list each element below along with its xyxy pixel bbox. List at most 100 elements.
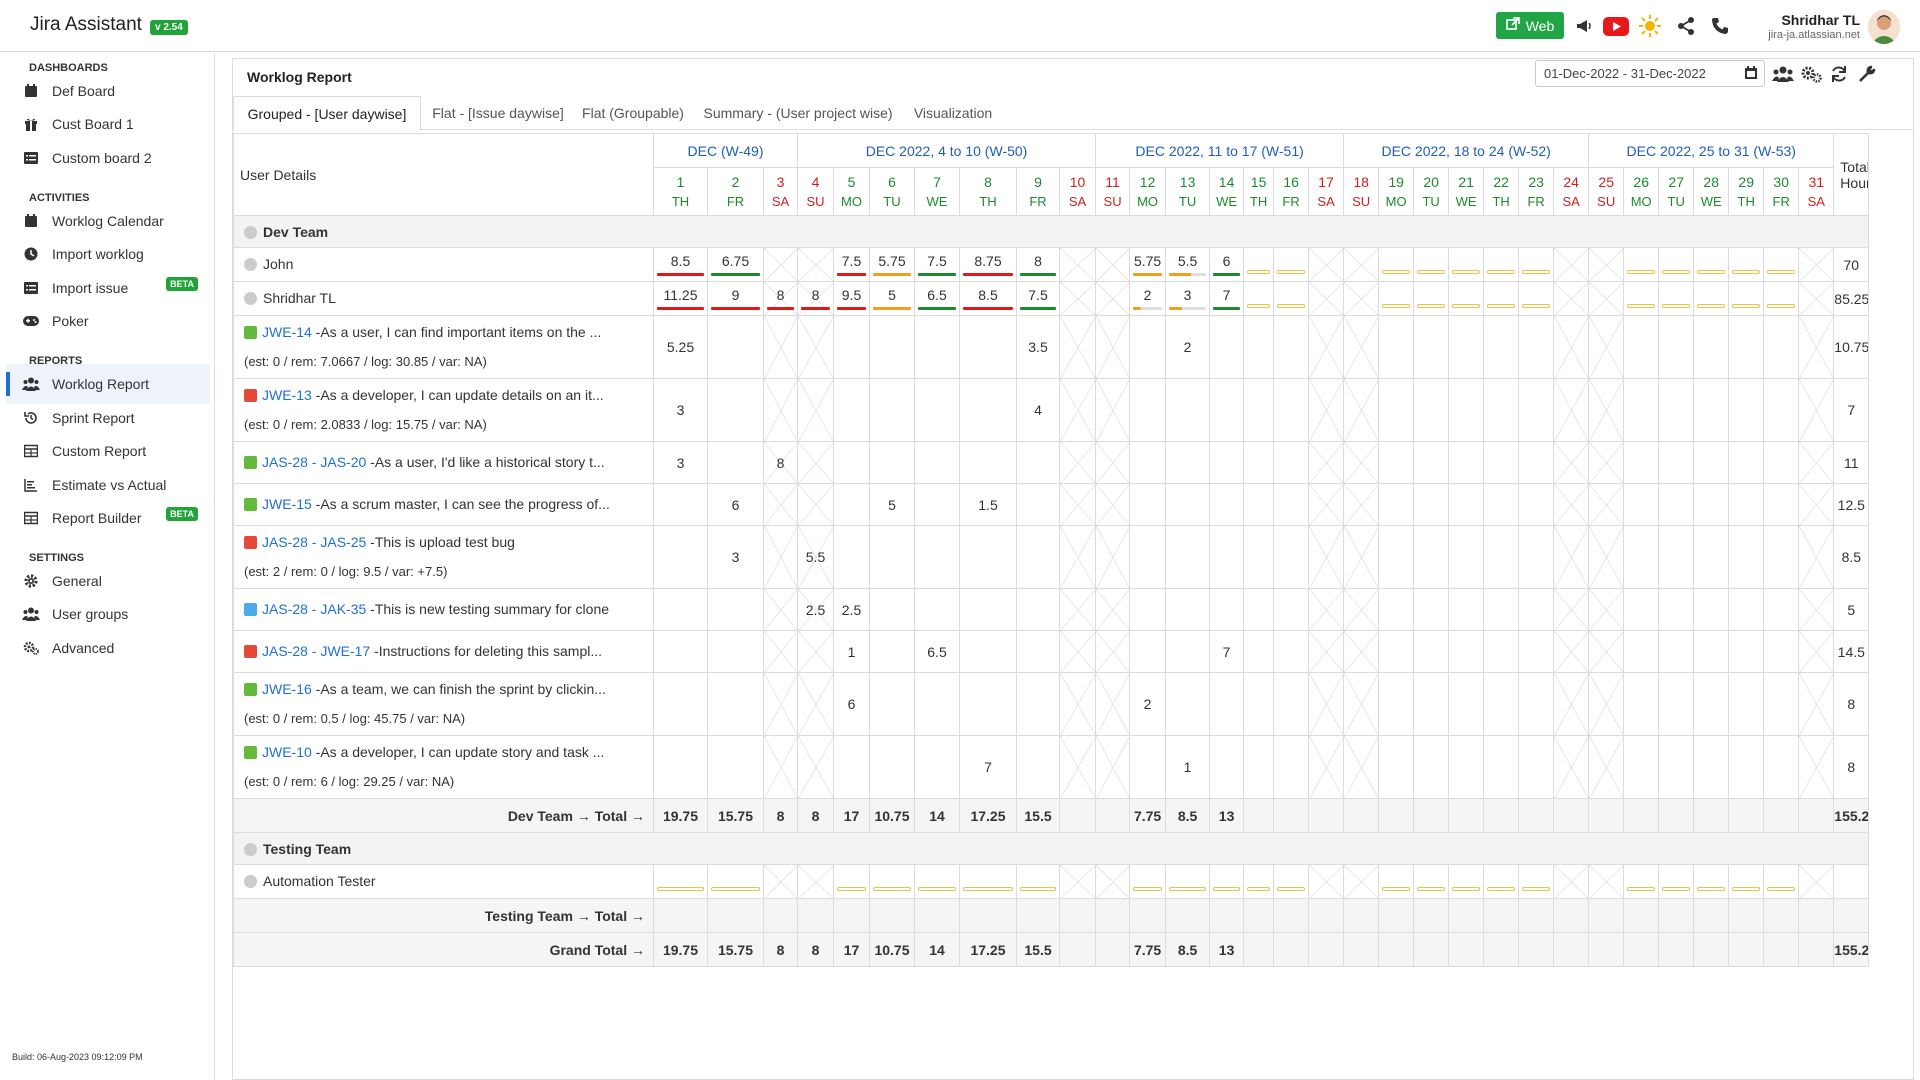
- sidebar-item-import-worklog[interactable]: Import worklog: [6, 234, 210, 274]
- sidebar-item-report-builder[interactable]: Report Builder BETA: [6, 498, 210, 538]
- sidebar-item-cust-board-1[interactable]: Cust Board 1: [6, 104, 210, 144]
- user-name[interactable]: Shridhar TL: [1781, 12, 1860, 28]
- sidebar-item-label: User groups: [52, 606, 129, 622]
- sidebar-item-def-board[interactable]: Def Board: [6, 71, 210, 111]
- day-cell: [1243, 735, 1275, 799]
- tab-flat-groupable[interactable]: Flat (Groupable): [582, 105, 684, 121]
- day-weekday: SA: [1562, 193, 1580, 209]
- day-cell: [1798, 525, 1835, 589]
- sidebar-item-estimate-vs-actual[interactable]: Estimate vs Actual: [6, 465, 210, 505]
- sun-icon[interactable]: [1638, 14, 1662, 38]
- avatar[interactable]: [1868, 10, 1900, 44]
- tab-summary-user-project[interactable]: Summary - (User project wise): [703, 105, 893, 121]
- day-cell: [1658, 630, 1695, 673]
- calendar-icon[interactable]: [1744, 66, 1758, 83]
- hours-value: 3.5: [1028, 339, 1048, 355]
- day-cell: [1273, 315, 1310, 379]
- issue-key-link[interactable]: JAS-28 - JAS-25: [262, 534, 367, 550]
- day-number: 1: [676, 173, 685, 190]
- day-cell: [1763, 898, 1800, 933]
- share-icon[interactable]: [1674, 14, 1698, 38]
- sidebar-item-import-issue[interactable]: Import issue BETA: [6, 268, 210, 308]
- issue-key-link[interactable]: JWE-14: [262, 324, 312, 340]
- day-cell: [653, 588, 708, 631]
- hours-indicator-bar: [1133, 273, 1163, 276]
- group-header[interactable]: Testing Team: [232, 832, 1870, 865]
- day-cell: [1623, 525, 1660, 589]
- user-cell[interactable]: Automation Tester: [233, 864, 654, 899]
- day-cell: [1728, 630, 1765, 673]
- story-type-icon: [244, 456, 257, 469]
- megaphone-icon[interactable]: [1572, 14, 1596, 38]
- sidebar-item-label: Custom Report: [52, 443, 147, 459]
- youtube-icon[interactable]: [1602, 14, 1630, 38]
- day-cell: 8: [797, 281, 834, 316]
- sidebar-item-worklog-report[interactable]: Worklog Report: [6, 364, 210, 404]
- day-cell: [1273, 735, 1310, 799]
- day-cell: [1448, 281, 1485, 316]
- issue-key-link[interactable]: JAS-28 - JAK-35: [262, 601, 367, 617]
- day-cell: 2.5: [797, 588, 834, 631]
- day-number: 14: [1218, 173, 1235, 190]
- hours-indicator-bar: [1732, 269, 1761, 274]
- sidebar-item-advanced[interactable]: Advanced: [6, 628, 210, 668]
- group-header[interactable]: Dev Team: [232, 215, 1870, 248]
- phone-icon[interactable]: [1708, 14, 1732, 38]
- issue-cell: JWE-14 -As a user, I can find important …: [233, 315, 654, 379]
- tab-visualization[interactable]: Visualization: [913, 105, 993, 121]
- hours-indicator-bar: [918, 273, 956, 276]
- user-cell[interactable]: Shridhar TL: [233, 281, 654, 316]
- day-cell: [1273, 247, 1310, 282]
- day-cell: [869, 441, 915, 484]
- day-cell: [959, 315, 1017, 379]
- day-weekday: FR: [726, 193, 745, 209]
- sidebar-item-user-groups[interactable]: User groups: [6, 594, 210, 634]
- day-cell: 2: [1129, 281, 1167, 316]
- beta-badge: BETA: [166, 277, 198, 291]
- day-header: 5 MO: [833, 167, 870, 216]
- day-cell: 6.5: [914, 281, 960, 316]
- refresh-icon[interactable]: [1827, 63, 1851, 85]
- day-cell: [914, 441, 960, 484]
- hours-indicator-bar: [1169, 886, 1207, 891]
- day-cell: 15.75: [707, 932, 764, 967]
- sidebar-item-sprint-report[interactable]: Sprint Report: [6, 398, 210, 438]
- wrench-icon[interactable]: [1855, 63, 1879, 85]
- issue-key-link[interactable]: JWE-13: [262, 387, 312, 403]
- day-cell: [1553, 378, 1590, 442]
- day-cell: [869, 864, 915, 899]
- day-cell: [1058, 630, 1097, 673]
- issue-summary: -As a developer, I can update details on…: [311, 387, 604, 403]
- hours-value: 6: [847, 696, 856, 712]
- sidebar-item-poker[interactable]: Poker: [6, 301, 210, 341]
- hours-indicator-bar: [837, 273, 866, 276]
- issue-summary: -As a developer, I can update story and …: [311, 744, 605, 760]
- gears-icon[interactable]: [1799, 63, 1823, 85]
- day-header: 15 TH: [1243, 167, 1275, 216]
- day-number: 2: [731, 173, 740, 190]
- day-cell: [1518, 798, 1555, 833]
- sidebar-item-custom-board-2[interactable]: Custom board 2: [6, 138, 210, 178]
- issue-key-link[interactable]: JWE-15: [262, 496, 312, 512]
- issue-summary: -As a user, I'd like a historical story …: [366, 454, 605, 470]
- web-button[interactable]: Web: [1496, 12, 1564, 39]
- day-cell: [1658, 525, 1695, 589]
- issue-key-link[interactable]: JWE-10: [262, 744, 312, 760]
- date-range-input[interactable]: 01-Dec-2022 - 31-Dec-2022: [1535, 60, 1765, 87]
- day-cell: [1588, 378, 1625, 442]
- users-icon[interactable]: [1771, 63, 1795, 85]
- issue-key-link[interactable]: JAS-28 - JAS-20: [262, 454, 367, 470]
- hours-indicator-bar: [1213, 307, 1241, 310]
- user-cell[interactable]: John: [233, 247, 654, 282]
- tab-flat-issue-daywise[interactable]: Flat - [Issue daywise]: [432, 105, 564, 121]
- day-cell: 8.75: [959, 247, 1017, 282]
- sidebar-item-general[interactable]: General: [6, 561, 210, 601]
- day-cell: [833, 735, 870, 799]
- issue-key-link[interactable]: JWE-16: [262, 681, 312, 697]
- tab-grouped-user-daywise[interactable]: Grouped - [User daywise]: [233, 96, 421, 131]
- sidebar-item-custom-report[interactable]: Custom Report: [6, 431, 210, 471]
- sidebar-item-worklog-calendar[interactable]: Worklog Calendar: [6, 201, 210, 241]
- day-number: 30: [1773, 173, 1789, 190]
- day-cell: [1343, 864, 1380, 899]
- issue-key-link[interactable]: JAS-28 - JWE-17: [262, 643, 371, 659]
